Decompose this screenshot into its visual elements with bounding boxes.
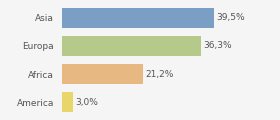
Text: 3,0%: 3,0% <box>76 98 98 107</box>
Text: 36,3%: 36,3% <box>204 41 232 50</box>
Text: 21,2%: 21,2% <box>146 70 174 79</box>
Bar <box>62 36 201 56</box>
Bar <box>62 92 73 112</box>
Text: 39,5%: 39,5% <box>216 13 245 22</box>
Bar <box>62 64 143 84</box>
Bar <box>62 8 214 28</box>
